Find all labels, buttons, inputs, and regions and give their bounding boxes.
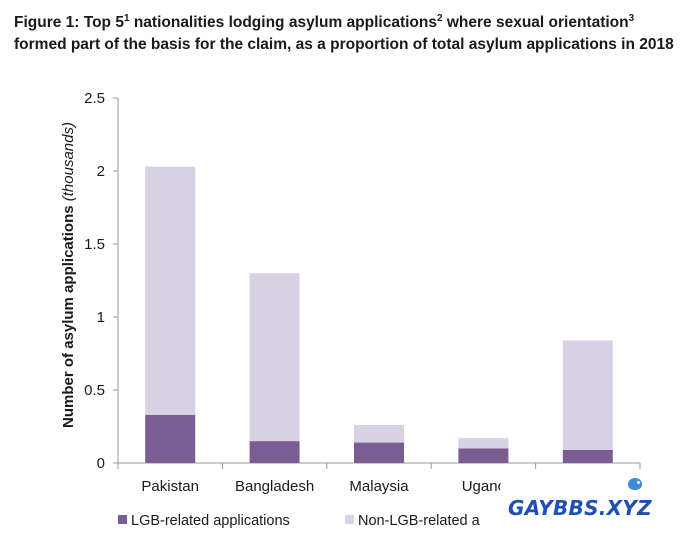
x-tick-label: Malaysia xyxy=(349,478,409,495)
legend-swatch xyxy=(345,515,354,524)
watermark-logo: GAYBBS.XYZ xyxy=(500,478,652,536)
y-axis-label: Number of asylum applications (thousands… xyxy=(60,122,77,428)
y-tick-label: 2.5 xyxy=(84,90,105,107)
legend-label: LGB-related applications xyxy=(131,513,290,529)
chart-legend: LGB-related applications Non-LGB-related … xyxy=(118,513,481,529)
bar-non-lgb xyxy=(458,438,509,449)
figure-title: Figure 1: Top 51 nationalities lodging a… xyxy=(14,13,674,54)
y-tick-label: 0.5 xyxy=(84,382,105,399)
x-tick-label: Uganc xyxy=(462,478,506,495)
bar-lgb xyxy=(145,414,196,463)
bar-non-lgb xyxy=(145,166,196,415)
y-tick-label: 1.5 xyxy=(84,236,105,253)
y-tick-label: 2 xyxy=(97,163,105,180)
x-tick-label: Bangladesh xyxy=(235,478,314,495)
bar-non-lgb xyxy=(562,340,613,450)
bar-lgb xyxy=(249,441,300,463)
x-tick-label: Pakistan xyxy=(141,478,199,495)
bar-lgb xyxy=(562,449,613,463)
watermark-text: GAYBBS.XYZ xyxy=(508,496,652,520)
bar-lgb xyxy=(458,448,509,463)
y-tick-label: 0 xyxy=(97,455,105,472)
legend-swatch xyxy=(118,515,127,524)
bar-non-lgb xyxy=(354,425,404,443)
bird-icon xyxy=(628,478,642,490)
legend-label: Non-LGB-related a xyxy=(358,513,481,529)
y-tick-label: 1 xyxy=(97,309,105,326)
bar-non-lgb xyxy=(249,273,300,442)
bar-lgb xyxy=(354,442,404,463)
